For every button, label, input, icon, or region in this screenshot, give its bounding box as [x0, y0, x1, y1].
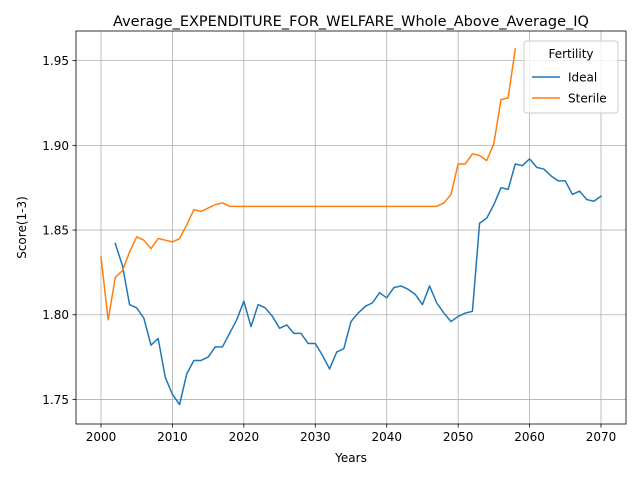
y-axis-ticks: 1.75 1.80 1.85 1.90 1.95 [42, 54, 76, 407]
x-tick-label: 2000 [86, 430, 117, 444]
legend-label-sterile: Sterile [568, 92, 607, 106]
legend-label-ideal: Ideal [568, 71, 597, 85]
y-tick-label: 1.75 [42, 393, 69, 407]
x-tick-label: 2010 [157, 430, 188, 444]
legend-entries: Ideal Sterile [532, 71, 607, 106]
chart-title: Average_EXPENDITURE_FOR_WELFARE_Whole_Ab… [113, 14, 589, 30]
plot-frame [75, 30, 627, 425]
legend-box [523, 40, 619, 114]
y-tick-label: 1.90 [42, 139, 69, 153]
x-tick-label: 2020 [229, 430, 260, 444]
series-line-ideal [114, 158, 603, 406]
x-tick-label: 2030 [300, 430, 331, 444]
y-tick-label: 1.80 [42, 308, 69, 322]
x-tick-label: 2070 [586, 430, 617, 444]
y-axis-label: Score(1-3) [15, 196, 29, 259]
x-tick-label: 2050 [443, 430, 474, 444]
x-tick-label: 2040 [371, 430, 402, 444]
x-axis-ticks: 2000 2010 2020 2030 2040 2050 2060 2070 [86, 424, 617, 444]
series-line-sterile [100, 47, 517, 321]
legend: Fertility Ideal Sterile [523, 40, 619, 114]
legend-title: Fertility [548, 47, 593, 61]
x-axis-label: Years [334, 451, 367, 465]
x-tick-label: 2060 [514, 430, 545, 444]
y-tick-label: 1.85 [42, 224, 69, 238]
y-tick-label: 1.95 [42, 54, 69, 68]
series-lines [100, 47, 603, 406]
